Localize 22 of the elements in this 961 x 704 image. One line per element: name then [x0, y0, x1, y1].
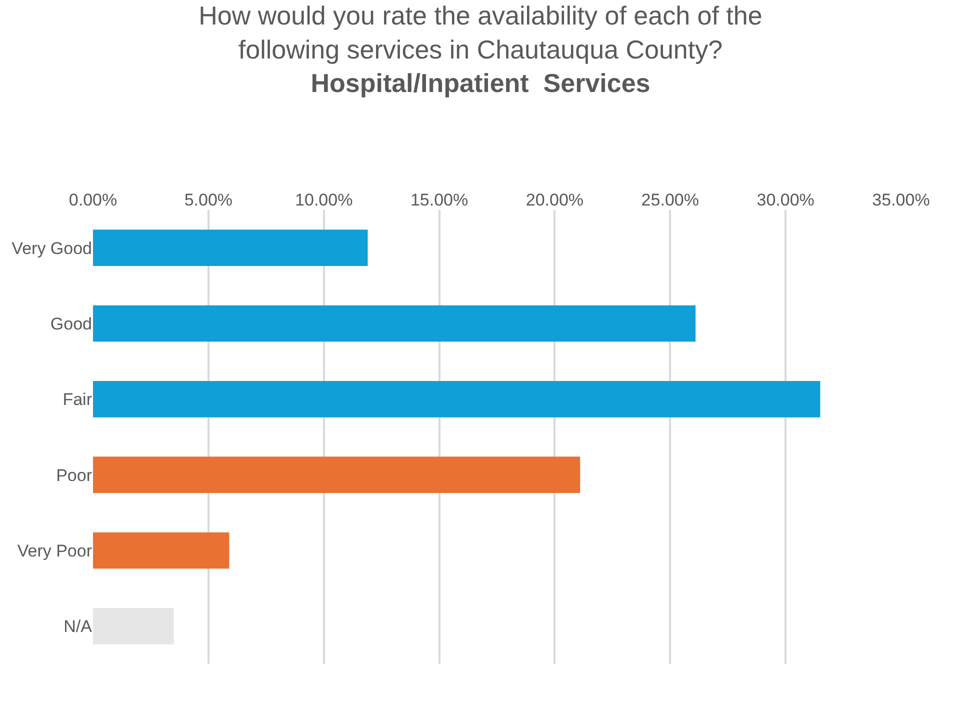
- bar: [93, 230, 368, 266]
- y-tick-label: Fair: [62, 390, 92, 410]
- y-tick-label: Poor: [56, 466, 92, 485]
- y-tick-label: Good: [50, 314, 92, 334]
- bar: [93, 305, 696, 342]
- bar: [93, 532, 230, 569]
- y-tick-label: Very Good: [12, 238, 92, 258]
- bar: [93, 456, 580, 493]
- x-tick-label: 10.00%: [295, 190, 353, 210]
- x-tick-label: 15.00%: [410, 190, 468, 210]
- bar: [93, 608, 174, 644]
- y-tick-label: Very Poor: [17, 541, 92, 560]
- x-tick-label: 25.00%: [641, 190, 699, 210]
- x-tick-label: 5.00%: [184, 190, 233, 210]
- chart-subtitle: Hospital/Inpatient Services: [310, 68, 650, 98]
- bar: [93, 381, 820, 418]
- x-tick-label: 30.00%: [756, 190, 814, 210]
- x-tick-label: 0.00%: [68, 190, 118, 210]
- y-tick-label: N/A: [64, 617, 93, 636]
- x-tick-label: 20.00%: [526, 190, 584, 210]
- x-tick-label: 35.00%: [872, 190, 930, 210]
- chart-title: How would you rate the availability of each of the following services in Chautauqua County?: [198, 0, 762, 64]
